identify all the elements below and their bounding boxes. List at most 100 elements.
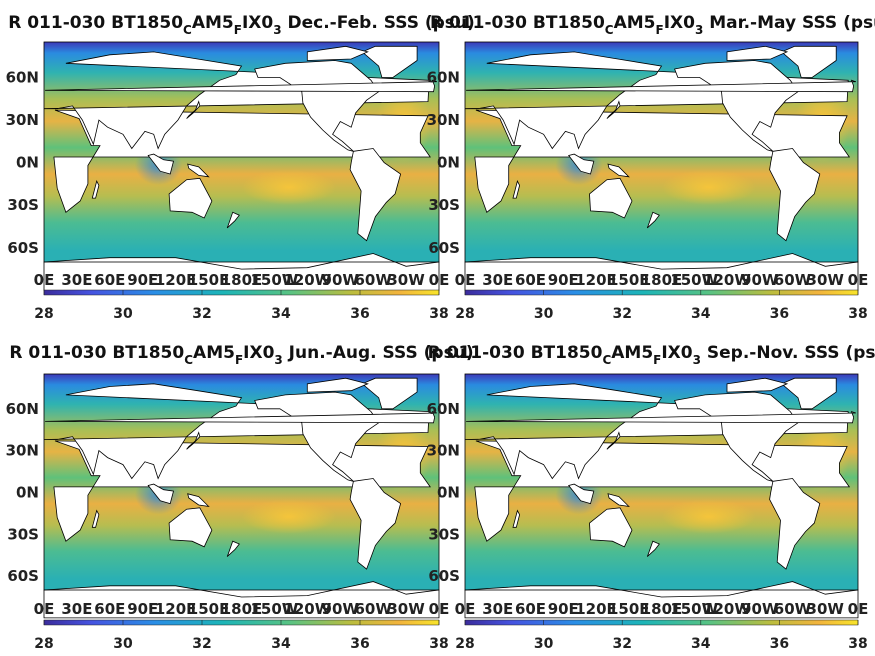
lon-label: 150W (670, 271, 718, 289)
south-pacific-high-salinity (661, 499, 756, 534)
lon-label: 120W (703, 600, 751, 618)
lat-label: 30S (7, 196, 39, 214)
lat-label: 60S (428, 567, 460, 585)
colorbar-tick-label: 38 (848, 636, 867, 652)
land-newguinea (187, 163, 210, 178)
lon-label: 30W (387, 600, 425, 618)
lon-label: 90W (741, 600, 779, 618)
colorbar (464, 619, 859, 626)
land-indonesia (568, 483, 595, 505)
lon-label: 30W (807, 600, 845, 618)
land-africa (474, 440, 851, 542)
lon-label: 150W (670, 600, 718, 618)
colorbar-tick-label: 34 (691, 636, 711, 652)
lat-label: 0N (16, 483, 39, 501)
land-arcticcanada (726, 377, 789, 393)
panel-title: R 011-030 BT1850CAM5FIX03 Mar.-May SSS (… (430, 13, 875, 37)
colorbar-tick-label: 30 (113, 636, 133, 652)
map-panel-3: R 011-030 BT1850CAM5FIX03 Jun.-Aug. SSS … (6, 343, 474, 652)
map-panel-1: R 011-030 BT1850CAM5FIX03 Dec.-Feb. SSS … (6, 13, 475, 322)
lon-label: 60W (774, 271, 812, 289)
lat-label: 30S (428, 525, 460, 543)
lon-label: 30E (61, 600, 92, 618)
lon-label: 30W (387, 271, 425, 289)
land-nz (646, 540, 660, 557)
lon-label: 0E (429, 600, 450, 618)
land-africa (474, 109, 851, 213)
land-madagascar (91, 509, 100, 528)
lon-label: 150E (188, 271, 230, 289)
colorbar-tick-label: 38 (848, 306, 867, 322)
land-arcticcanada (306, 45, 369, 61)
colorbar-tick-label: 28 (34, 636, 53, 652)
land-greenland (361, 45, 418, 78)
map-panel-2: R 011-030 BT1850CAM5FIX03 Mar.-May SSS (… (427, 13, 875, 322)
lon-label: 120E (155, 271, 197, 289)
land-africa (53, 440, 431, 542)
land-japan (186, 100, 201, 119)
land-japan (606, 100, 621, 119)
lon-label: 0E (848, 600, 869, 618)
land-uk (466, 410, 856, 424)
lon-label: 30E (482, 600, 513, 618)
land-madagascar (512, 509, 521, 528)
land-antarctica (464, 581, 859, 619)
colorbar (43, 619, 440, 626)
land-greenland (361, 377, 418, 410)
lon-label: 90W (741, 271, 779, 289)
lon-label: 150E (608, 600, 650, 618)
land-uk (466, 79, 856, 93)
lon-label: 0E (429, 271, 450, 289)
land-greenland (780, 45, 837, 78)
lat-label: 60S (428, 239, 460, 257)
lat-label: 60S (7, 567, 39, 585)
colorbar-tick-label: 32 (192, 636, 211, 652)
south-pacific-high-salinity (661, 169, 756, 205)
land-samerica (769, 478, 821, 570)
land-africa (53, 109, 431, 213)
land-madagascar (91, 179, 100, 199)
lon-label: 120E (575, 271, 617, 289)
colorbar-tick-label: 30 (113, 306, 133, 322)
map-frame (464, 373, 859, 591)
lat-label: 30N (6, 111, 39, 129)
land-samerica (349, 148, 402, 242)
lon-label: 0E (455, 271, 476, 289)
land-australia (168, 177, 213, 219)
map-panel-4: R 011-030 BT1850CAM5FIX03 Sep.-Nov. SSS … (427, 343, 875, 652)
land-indonesia (147, 153, 174, 175)
land-namerica (254, 391, 380, 482)
land-antarctica (43, 581, 440, 619)
colorbar-tick-label: 38 (429, 636, 448, 652)
land-greenland (780, 377, 837, 410)
lon-label: 60E (515, 271, 546, 289)
lon-label: 90W (322, 271, 360, 289)
colorbar-tick-label: 36 (350, 306, 369, 322)
colorbar-tick-label: 36 (770, 306, 789, 322)
land-indonesia (568, 153, 595, 175)
land-australia (589, 177, 633, 219)
lon-label: 30E (482, 271, 513, 289)
colorbar-tick-label: 32 (612, 636, 631, 652)
lon-label: 150E (608, 271, 650, 289)
lon-label: 30E (61, 271, 92, 289)
lat-label: 30N (6, 442, 39, 460)
lat-label: 60S (7, 239, 39, 257)
lon-label: 90E (548, 600, 579, 618)
land-samerica (769, 148, 821, 242)
lon-label: 120W (283, 600, 331, 618)
land-namerica (254, 60, 380, 152)
colorbar-tick-label: 36 (350, 636, 369, 652)
colorbar-tick-label: 34 (691, 306, 711, 322)
land-newguinea (607, 163, 630, 178)
lon-label: 0E (34, 600, 55, 618)
lon-label: 90W (322, 600, 360, 618)
colorbar-tick-label: 38 (429, 306, 448, 322)
lat-label: 60N (427, 400, 460, 418)
lon-label: 90E (548, 271, 579, 289)
colorbar-tick-label: 34 (271, 636, 291, 652)
land-indonesia (147, 483, 175, 505)
lat-label: 30N (427, 442, 460, 460)
lon-label: 180E (221, 600, 263, 618)
